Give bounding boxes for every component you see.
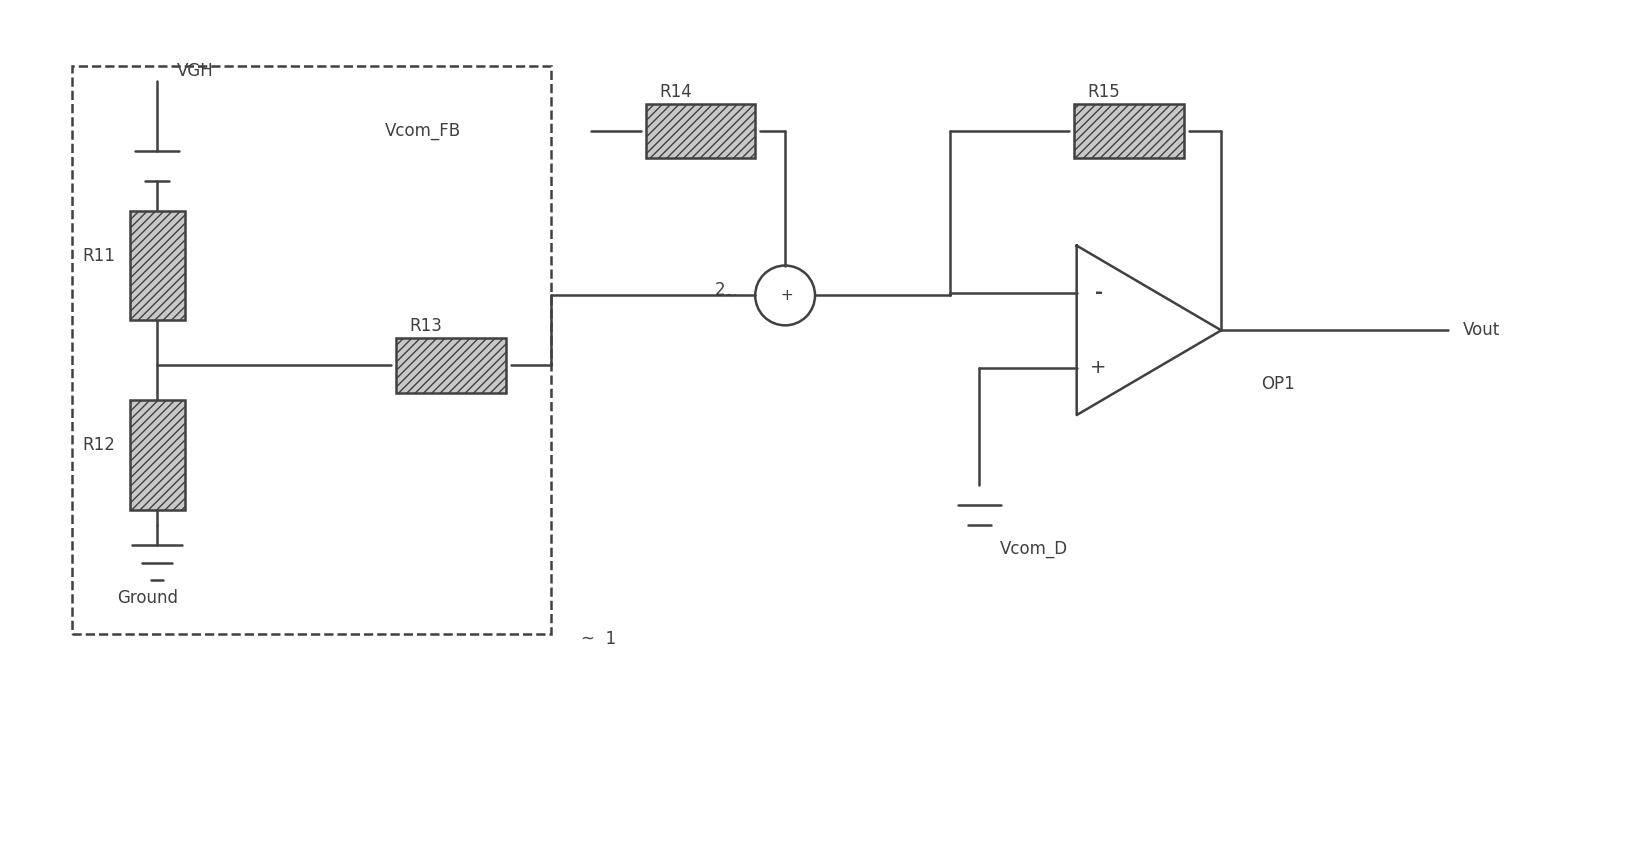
Text: VGH: VGH xyxy=(177,62,213,80)
FancyBboxPatch shape xyxy=(397,338,506,393)
Text: R15: R15 xyxy=(1088,83,1121,101)
FancyBboxPatch shape xyxy=(129,211,185,320)
Text: R12: R12 xyxy=(82,436,115,454)
FancyBboxPatch shape xyxy=(1074,104,1183,158)
Text: ~: ~ xyxy=(723,286,738,304)
Text: +: + xyxy=(1090,358,1106,377)
Text: R11: R11 xyxy=(82,247,115,265)
Text: Vout: Vout xyxy=(1464,321,1500,339)
Text: -: - xyxy=(1095,284,1103,303)
Text: Ground: Ground xyxy=(116,589,177,607)
Text: R13: R13 xyxy=(410,317,443,336)
Text: 2: 2 xyxy=(715,281,726,299)
Text: +: + xyxy=(780,288,793,303)
Text: ~  1: ~ 1 xyxy=(580,631,616,649)
Text: OP1: OP1 xyxy=(1260,375,1295,394)
FancyBboxPatch shape xyxy=(646,104,756,158)
Text: Vcom_FB: Vcom_FB xyxy=(385,122,461,140)
Text: R14: R14 xyxy=(659,83,692,101)
Text: Vcom_D: Vcom_D xyxy=(1000,540,1067,558)
FancyBboxPatch shape xyxy=(129,400,185,509)
